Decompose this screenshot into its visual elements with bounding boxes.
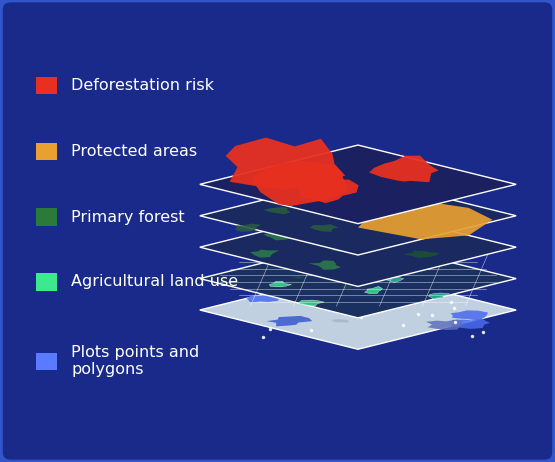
Polygon shape [392, 219, 421, 226]
Polygon shape [304, 266, 317, 269]
Text: Protected areas: Protected areas [71, 144, 197, 159]
Text: Agricultural land use: Agricultural land use [71, 274, 238, 289]
FancyBboxPatch shape [36, 77, 57, 94]
Polygon shape [356, 225, 386, 233]
Polygon shape [428, 293, 450, 299]
Polygon shape [310, 224, 339, 232]
Polygon shape [365, 286, 382, 294]
FancyBboxPatch shape [3, 2, 552, 460]
Polygon shape [426, 320, 463, 330]
Polygon shape [365, 295, 381, 299]
Polygon shape [408, 263, 432, 270]
Polygon shape [451, 318, 490, 329]
Polygon shape [200, 145, 516, 224]
Polygon shape [340, 286, 352, 290]
FancyBboxPatch shape [36, 353, 57, 370]
Polygon shape [200, 271, 516, 349]
Polygon shape [264, 207, 291, 214]
FancyBboxPatch shape [36, 273, 57, 291]
Polygon shape [311, 304, 331, 309]
Polygon shape [346, 194, 371, 201]
Polygon shape [250, 249, 279, 258]
Polygon shape [253, 253, 277, 259]
Polygon shape [266, 316, 312, 326]
Text: Primary forest: Primary forest [71, 210, 185, 225]
Polygon shape [263, 231, 291, 240]
Polygon shape [451, 310, 488, 321]
Text: Plots points and
polygons: Plots points and polygons [71, 345, 199, 377]
Polygon shape [200, 208, 516, 286]
Text: Deforestation risk: Deforestation risk [71, 78, 214, 93]
Polygon shape [252, 161, 347, 206]
Polygon shape [403, 250, 440, 258]
Polygon shape [246, 294, 279, 303]
Polygon shape [297, 173, 359, 203]
Polygon shape [291, 276, 306, 279]
Polygon shape [226, 138, 345, 189]
Polygon shape [314, 259, 338, 265]
FancyBboxPatch shape [36, 208, 57, 226]
Polygon shape [332, 243, 355, 252]
Polygon shape [235, 224, 261, 232]
Polygon shape [358, 196, 492, 239]
Polygon shape [300, 300, 324, 306]
Polygon shape [200, 176, 516, 255]
Polygon shape [382, 277, 404, 283]
Polygon shape [331, 319, 349, 322]
FancyBboxPatch shape [36, 143, 57, 160]
Polygon shape [200, 239, 516, 318]
Polygon shape [369, 156, 438, 182]
Polygon shape [309, 260, 341, 270]
Polygon shape [269, 281, 291, 287]
